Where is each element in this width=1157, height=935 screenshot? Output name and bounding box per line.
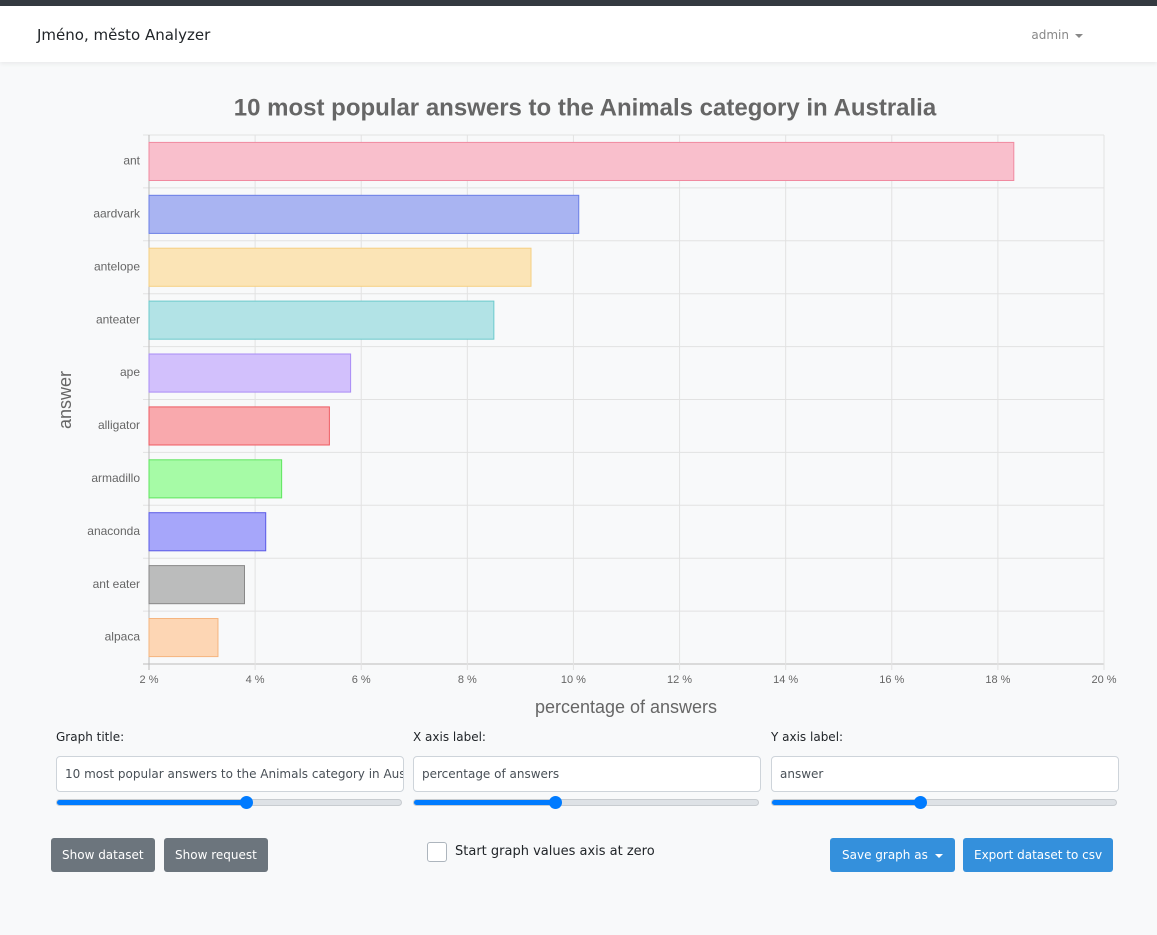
- x-tick-label: 20 %: [1091, 674, 1116, 686]
- y-axis-label: answer: [55, 371, 75, 429]
- slider-fill: [57, 800, 247, 805]
- checkbox[interactable]: [427, 842, 447, 862]
- bar: [148, 300, 495, 340]
- slider[interactable]: [413, 796, 759, 809]
- chart-title: 10 most popular answers to the Animals c…: [234, 94, 937, 121]
- slider[interactable]: [771, 796, 1117, 809]
- title-input[interactable]: 10 most popular answers to the Animals c…: [56, 756, 404, 792]
- bar: [148, 512, 267, 552]
- bar: [148, 194, 580, 234]
- bar: [148, 353, 352, 393]
- field-label: X axis label:: [413, 730, 486, 744]
- y-tick-label: anteater: [96, 312, 140, 326]
- y-tick-label: ape: [120, 365, 140, 379]
- y-tick-label: alpaca: [105, 630, 141, 644]
- bar: [148, 459, 283, 499]
- slider-fill: [414, 800, 556, 805]
- y-tick-label: aardvark: [93, 207, 141, 221]
- chart: 10 most popular answers to the Animals c…: [55, 94, 1117, 717]
- x-tick-label: 12 %: [667, 674, 692, 686]
- x-tick-label: 18 %: [985, 674, 1010, 686]
- show-request-button[interactable]: Show request: [164, 838, 268, 872]
- x-tick-label: 8 %: [458, 674, 477, 686]
- show-dataset-button[interactable]: Show dataset: [51, 838, 155, 872]
- slider[interactable]: [56, 796, 402, 809]
- y-tick-label: armadillo: [91, 471, 140, 485]
- x-tick-label: 4 %: [246, 674, 265, 686]
- slider-thumb[interactable]: [913, 796, 927, 809]
- bar: [148, 247, 532, 287]
- field-label: Graph title:: [56, 730, 125, 744]
- x-tick-label: 16 %: [879, 674, 904, 686]
- y-label-input[interactable]: answer: [771, 756, 1119, 792]
- brand[interactable]: Jméno, město Analyzer: [37, 26, 211, 44]
- bar: [148, 141, 1015, 181]
- checkbox-label[interactable]: Start graph values axis at zero: [455, 844, 655, 859]
- field-label: Y axis label:: [771, 730, 844, 744]
- y-tick-label: anaconda: [87, 524, 140, 538]
- slider-thumb[interactable]: [549, 796, 563, 809]
- top-bar: [0, 0, 1157, 6]
- bar: [148, 406, 330, 446]
- save-graph-button[interactable]: Save graph as: [830, 838, 955, 872]
- bar: [148, 565, 245, 605]
- navbar: Jméno, město Analyzer admin: [0, 6, 1157, 62]
- y-tick-label: alligator: [98, 418, 140, 432]
- x-label-input[interactable]: percentage of answers: [413, 756, 761, 792]
- y-tick-label: antelope: [94, 259, 140, 273]
- user-menu[interactable]: admin: [1031, 28, 1083, 42]
- bar: [148, 618, 219, 658]
- slider-thumb[interactable]: [240, 796, 254, 809]
- y-tick-label: ant: [123, 154, 140, 168]
- y-tick-label: ant eater: [93, 577, 140, 591]
- x-axis-label: percentage of answers: [535, 697, 717, 717]
- x-tick-label: 2 %: [140, 674, 159, 686]
- slider-fill: [772, 800, 920, 805]
- export-button[interactable]: Export dataset to csv: [963, 838, 1114, 872]
- x-tick-label: 6 %: [352, 674, 371, 686]
- x-tick-label: 14 %: [773, 674, 798, 686]
- x-tick-label: 10 %: [561, 674, 586, 686]
